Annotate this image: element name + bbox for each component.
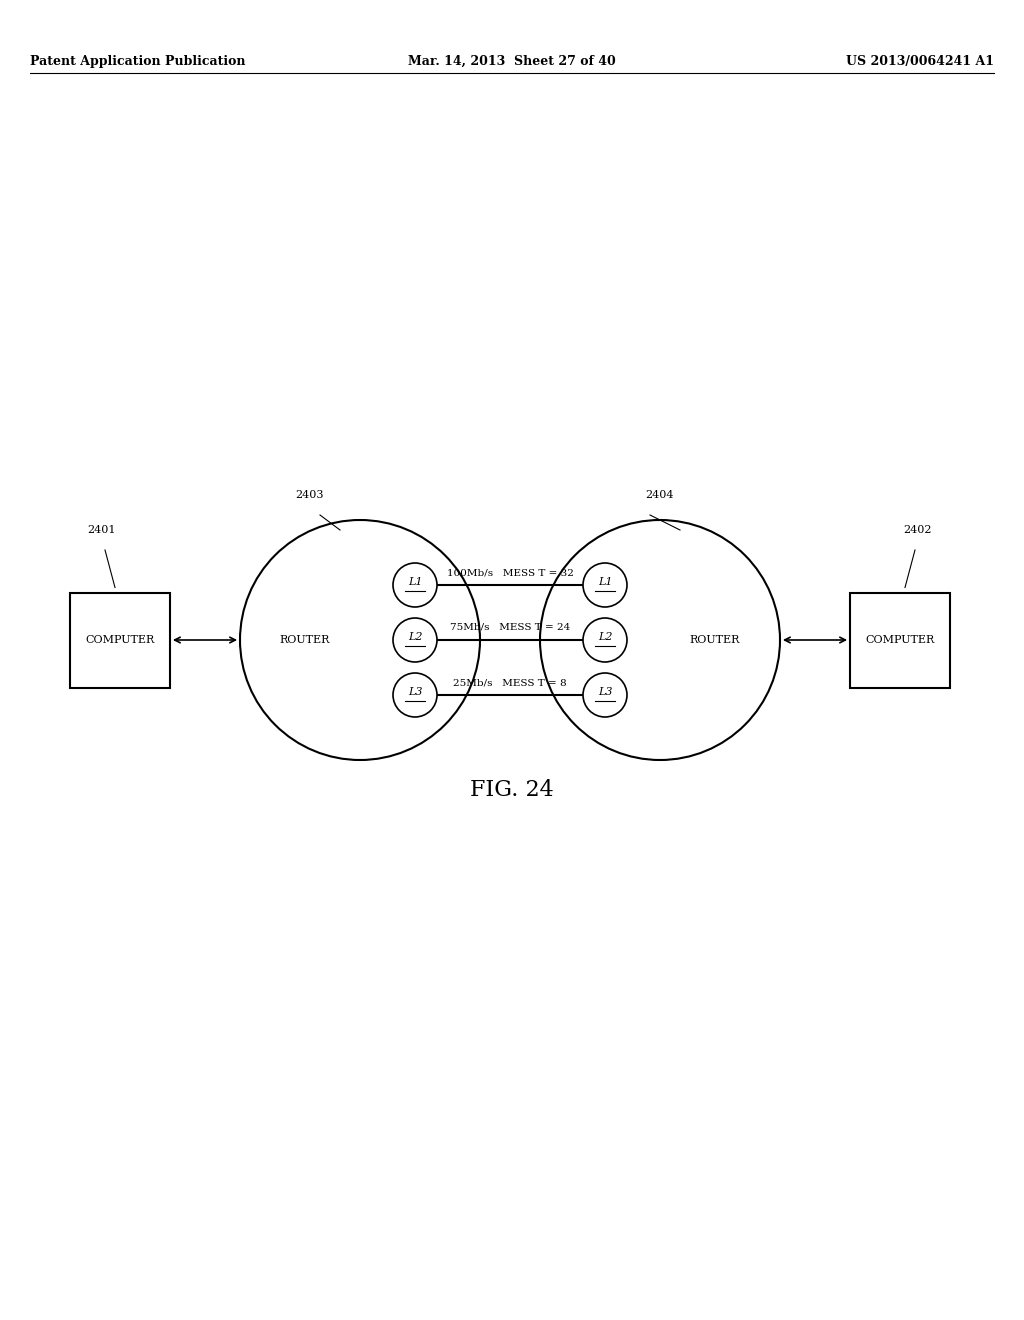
Text: ROUTER: ROUTER — [280, 635, 330, 645]
Circle shape — [583, 564, 627, 607]
Text: Patent Application Publication: Patent Application Publication — [30, 55, 246, 69]
Circle shape — [393, 673, 437, 717]
Text: L2: L2 — [598, 632, 612, 642]
Bar — [850, 593, 950, 688]
Text: L2: L2 — [408, 632, 422, 642]
Text: 100Mb/s   MESS T = 32: 100Mb/s MESS T = 32 — [446, 568, 573, 577]
Text: 75Mb/s   MESS T = 24: 75Mb/s MESS T = 24 — [450, 623, 570, 632]
Text: L3: L3 — [408, 686, 422, 697]
Circle shape — [393, 618, 437, 663]
Text: L3: L3 — [598, 686, 612, 697]
Text: L1: L1 — [598, 577, 612, 587]
Text: COMPUTER: COMPUTER — [865, 635, 935, 645]
Text: ROUTER: ROUTER — [690, 635, 740, 645]
Text: 25Mb/s   MESS T = 8: 25Mb/s MESS T = 8 — [454, 678, 567, 686]
Text: Mar. 14, 2013  Sheet 27 of 40: Mar. 14, 2013 Sheet 27 of 40 — [409, 55, 615, 69]
Circle shape — [583, 673, 627, 717]
Text: COMPUTER: COMPUTER — [85, 635, 155, 645]
Circle shape — [583, 618, 627, 663]
Text: 2404: 2404 — [646, 490, 674, 500]
Circle shape — [393, 564, 437, 607]
Text: 2403: 2403 — [296, 490, 325, 500]
Text: 2402: 2402 — [904, 525, 932, 535]
Text: US 2013/0064241 A1: US 2013/0064241 A1 — [846, 55, 994, 69]
Bar — [70, 593, 170, 688]
Text: L1: L1 — [408, 577, 422, 587]
Text: FIG. 24: FIG. 24 — [470, 779, 554, 801]
Text: 2401: 2401 — [88, 525, 117, 535]
